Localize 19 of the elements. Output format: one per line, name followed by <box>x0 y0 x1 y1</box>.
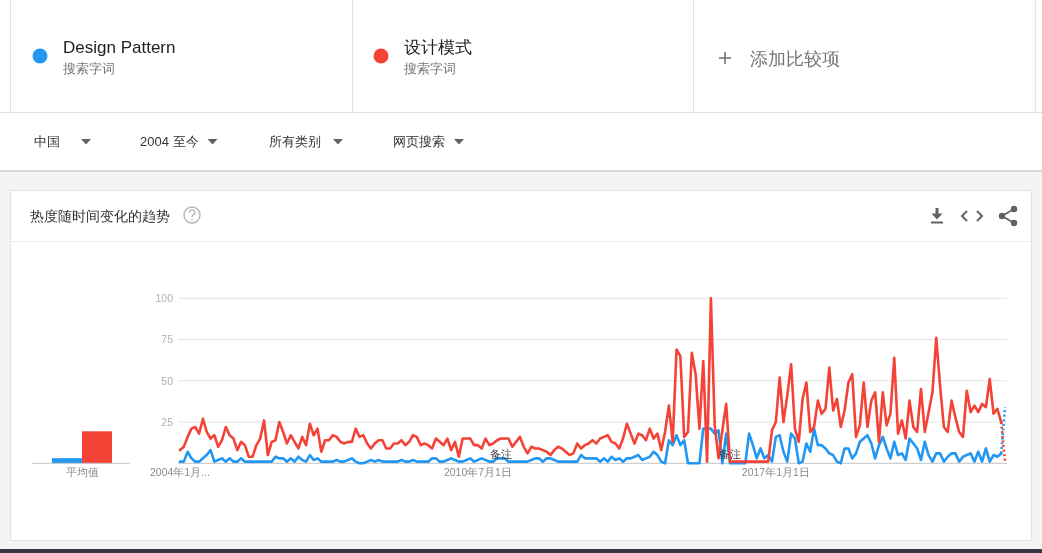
x-tick-label: 2004年1月... <box>150 466 210 479</box>
x-tick-label: 2017年1月1日 <box>741 466 810 479</box>
text: 所有类别 <box>269 134 321 149</box>
x-tick-label: 平均值 <box>65 466 99 479</box>
y-tick-label: 100 <box>155 292 174 305</box>
text: 添加比较项 <box>750 49 840 69</box>
y-tick-label: 25 <box>161 415 174 428</box>
text: 2004 至今 <box>140 134 199 149</box>
text: 中国 <box>34 134 60 149</box>
text: 网页搜索 <box>393 134 445 149</box>
legend-label: Design Pattern <box>63 37 176 57</box>
annotation: 备注 <box>489 447 512 460</box>
text: 搜索字词 <box>63 61 115 76</box>
y-tick-label: 75 <box>161 333 174 346</box>
text: 搜索字词 <box>404 61 456 76</box>
chart-title: 热度随时间变化的趋势 <box>30 208 170 224</box>
legend-label: 设计模式 <box>404 37 472 57</box>
y-tick-label: 50 <box>161 374 174 387</box>
x-tick-label: 2010年7月1日 <box>443 466 512 479</box>
